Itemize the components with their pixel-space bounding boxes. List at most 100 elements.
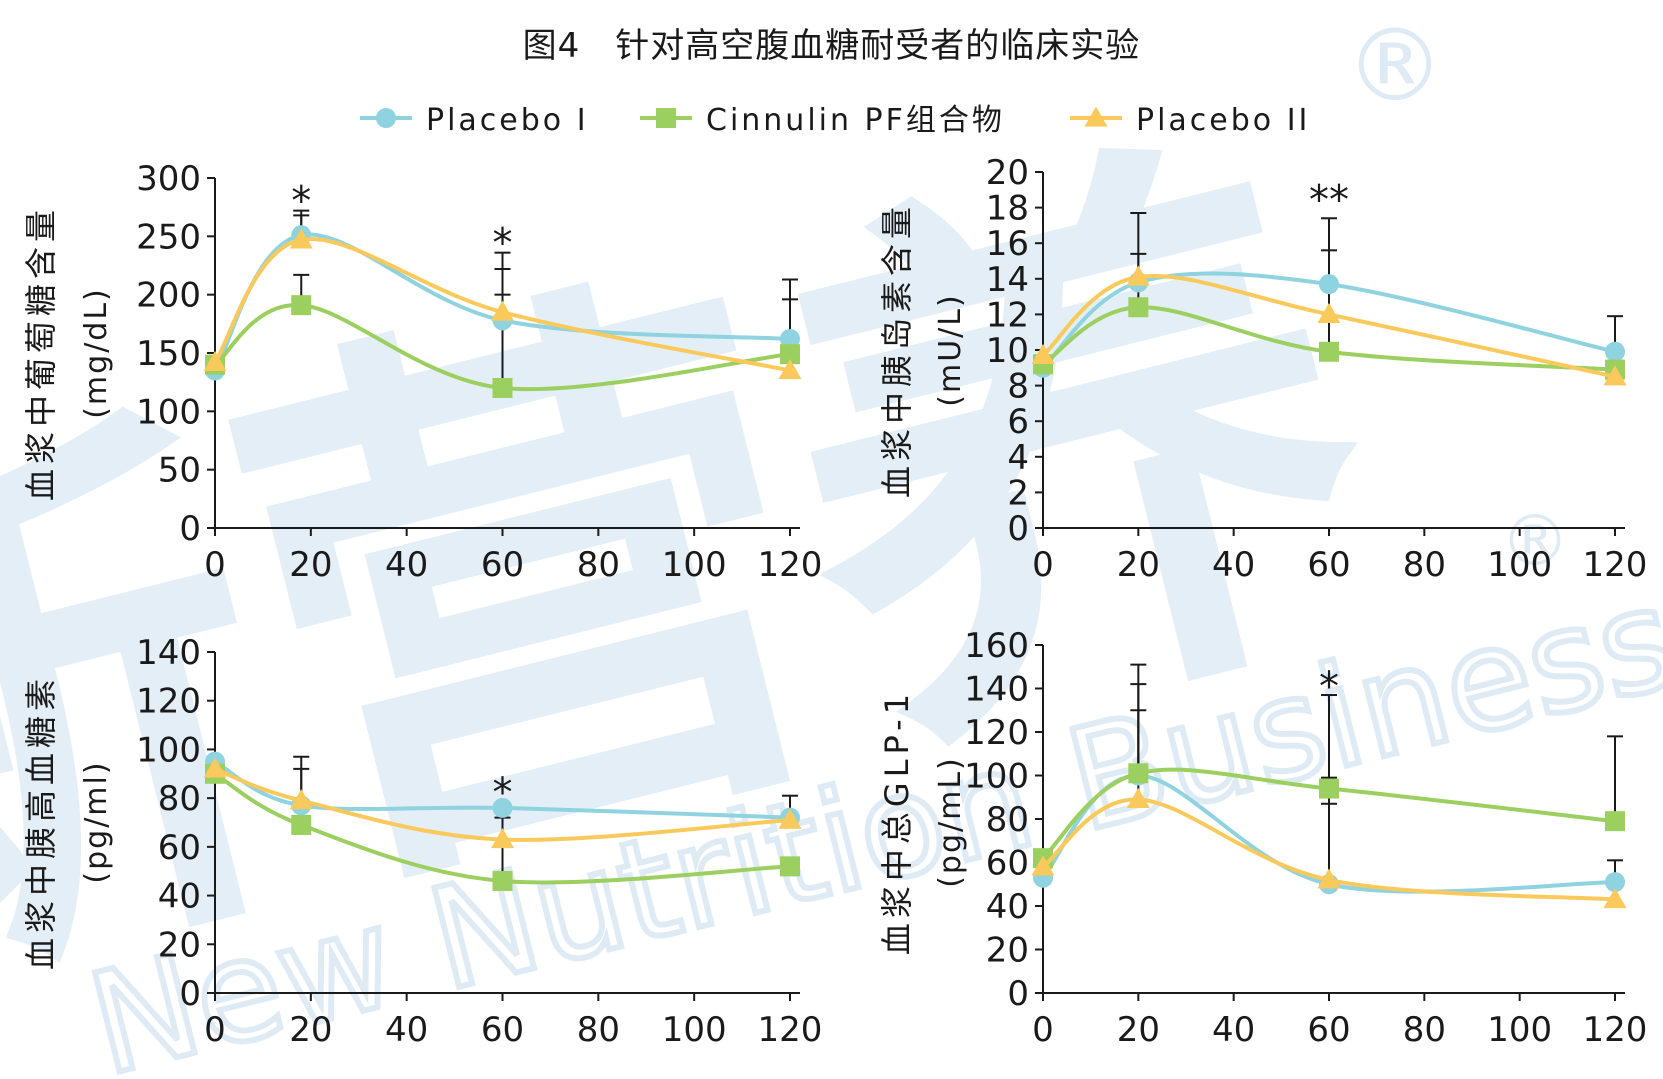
error-bar bbox=[1321, 249, 1337, 352]
y-tick-label: 0 bbox=[179, 974, 201, 1014]
data-point-square bbox=[492, 378, 513, 398]
x-tick-label: 40 bbox=[385, 545, 428, 585]
y-axis-label: 血浆中总GLP-1 bbox=[878, 689, 916, 955]
data-point-square bbox=[1319, 341, 1339, 362]
y-tick-label: 18 bbox=[986, 189, 1029, 229]
data-point-triangle bbox=[203, 350, 227, 371]
x-tick-label: 40 bbox=[1212, 545, 1255, 585]
legend-item-1: Cinnulin PF组合物 bbox=[640, 103, 1005, 138]
data-point-square bbox=[780, 344, 800, 365]
data-point-triangle bbox=[778, 808, 802, 829]
x-tick-label: 120 bbox=[1583, 1010, 1648, 1050]
data-point-square bbox=[291, 814, 312, 835]
data-point-triangle bbox=[289, 228, 313, 249]
y-tick-label: 0 bbox=[1007, 974, 1029, 1014]
significance-marker: * bbox=[291, 178, 311, 224]
y-axis-unit: (pg/mL) bbox=[933, 756, 968, 888]
y-tick-label: 40 bbox=[986, 887, 1029, 927]
data-point-circle bbox=[780, 329, 800, 349]
legend-marker-square bbox=[656, 108, 676, 128]
x-tick-label: 60 bbox=[1307, 1010, 1350, 1050]
x-tick-label: 120 bbox=[1583, 545, 1648, 585]
x-tick-label: 80 bbox=[577, 545, 620, 585]
data-point-circle bbox=[1605, 872, 1625, 893]
y-tick-label: 20 bbox=[986, 153, 1029, 193]
x-tick-label: 20 bbox=[1117, 1010, 1160, 1050]
series-line-0 bbox=[1041, 271, 1616, 370]
y-axis-unit: (pg/ml) bbox=[79, 760, 114, 883]
y-tick-label: 100 bbox=[964, 757, 1029, 797]
x-tick-label: 0 bbox=[204, 545, 226, 585]
data-point-triangle bbox=[1126, 787, 1150, 809]
series-line-2 bbox=[1041, 797, 1616, 902]
legend-item-2: Placebo II bbox=[1070, 103, 1307, 138]
series-line-1 bbox=[1041, 305, 1616, 372]
series-line-1 bbox=[213, 772, 791, 885]
series-line-2 bbox=[214, 767, 791, 842]
y-tick-label: 0 bbox=[1007, 509, 1029, 549]
data-point-triangle bbox=[1031, 855, 1055, 876]
x-tick-label: 0 bbox=[1032, 545, 1054, 585]
data-point-triangle bbox=[491, 300, 514, 321]
data-point-triangle bbox=[289, 789, 313, 810]
data-point-square bbox=[780, 856, 800, 877]
x-tick-label: 120 bbox=[758, 545, 823, 585]
y-tick-label: 80 bbox=[158, 779, 201, 819]
y-tick-label: 16 bbox=[986, 224, 1029, 264]
significance-marker: * bbox=[1319, 664, 1339, 710]
data-point-square bbox=[1128, 763, 1149, 784]
data-point-triangle bbox=[1317, 868, 1341, 889]
x-tick-label: 20 bbox=[1117, 545, 1160, 585]
y-tick-label: 140 bbox=[136, 633, 201, 673]
x-tick-label: 120 bbox=[758, 1010, 823, 1050]
legend-marker-triangle bbox=[1084, 106, 1108, 127]
y-tick-label: 120 bbox=[964, 713, 1029, 753]
x-tick-label: 0 bbox=[1032, 1010, 1054, 1050]
y-tick-label: 160 bbox=[964, 626, 1029, 666]
series-line-1 bbox=[1041, 767, 1616, 860]
series-line-2 bbox=[213, 237, 791, 373]
data-point-triangle bbox=[491, 828, 514, 849]
data-point-triangle bbox=[1603, 365, 1627, 386]
significance-marker: * bbox=[493, 220, 513, 266]
data-point-square bbox=[1128, 297, 1149, 318]
data-point-square bbox=[291, 295, 312, 316]
x-tick-label: 100 bbox=[662, 545, 727, 585]
error-bar bbox=[1607, 735, 1623, 822]
y-axis-label: 血浆中胰岛素含量 bbox=[878, 202, 916, 498]
y-tick-label: 0 bbox=[179, 509, 201, 549]
y-tick-label: 40 bbox=[158, 877, 201, 917]
x-tick-label: 80 bbox=[1403, 545, 1446, 585]
y-tick-label: 8 bbox=[1007, 367, 1029, 407]
x-tick-label: 60 bbox=[481, 1010, 524, 1050]
x-tick-label: 100 bbox=[1487, 1010, 1552, 1050]
y-tick-label: 100 bbox=[136, 730, 201, 770]
y-tick-label: 100 bbox=[136, 392, 201, 432]
x-tick-label: 100 bbox=[1487, 545, 1552, 585]
y-tick-label: 200 bbox=[136, 276, 201, 316]
y-tick-label: 14 bbox=[986, 260, 1029, 300]
y-tick-label: 12 bbox=[986, 295, 1029, 335]
data-point-triangle bbox=[1317, 302, 1341, 324]
y-tick-label: 60 bbox=[986, 844, 1029, 884]
significance-marker: * bbox=[493, 770, 513, 816]
y-tick-label: 140 bbox=[964, 670, 1029, 710]
y-tick-label: 300 bbox=[136, 159, 201, 199]
significance-marker: ** bbox=[1309, 177, 1349, 223]
data-point-triangle bbox=[203, 757, 227, 778]
legend-label: Cinnulin PF组合物 bbox=[706, 103, 1005, 138]
y-tick-label: 120 bbox=[136, 682, 201, 722]
x-tick-label: 0 bbox=[204, 1010, 226, 1050]
error-bar bbox=[1130, 709, 1147, 800]
y-tick-label: 50 bbox=[158, 451, 201, 491]
y-tick-label: 20 bbox=[986, 931, 1029, 971]
y-axis-label: 血浆中胰高血糖素 bbox=[22, 674, 60, 970]
data-point-triangle bbox=[1603, 887, 1627, 909]
y-tick-label: 20 bbox=[158, 925, 201, 965]
y-tick-label: 250 bbox=[136, 217, 201, 257]
y-tick-label: 6 bbox=[1007, 402, 1029, 442]
legend-item-0: Placebo I bbox=[360, 103, 586, 138]
y-axis-unit: (mg/dL) bbox=[79, 287, 114, 419]
